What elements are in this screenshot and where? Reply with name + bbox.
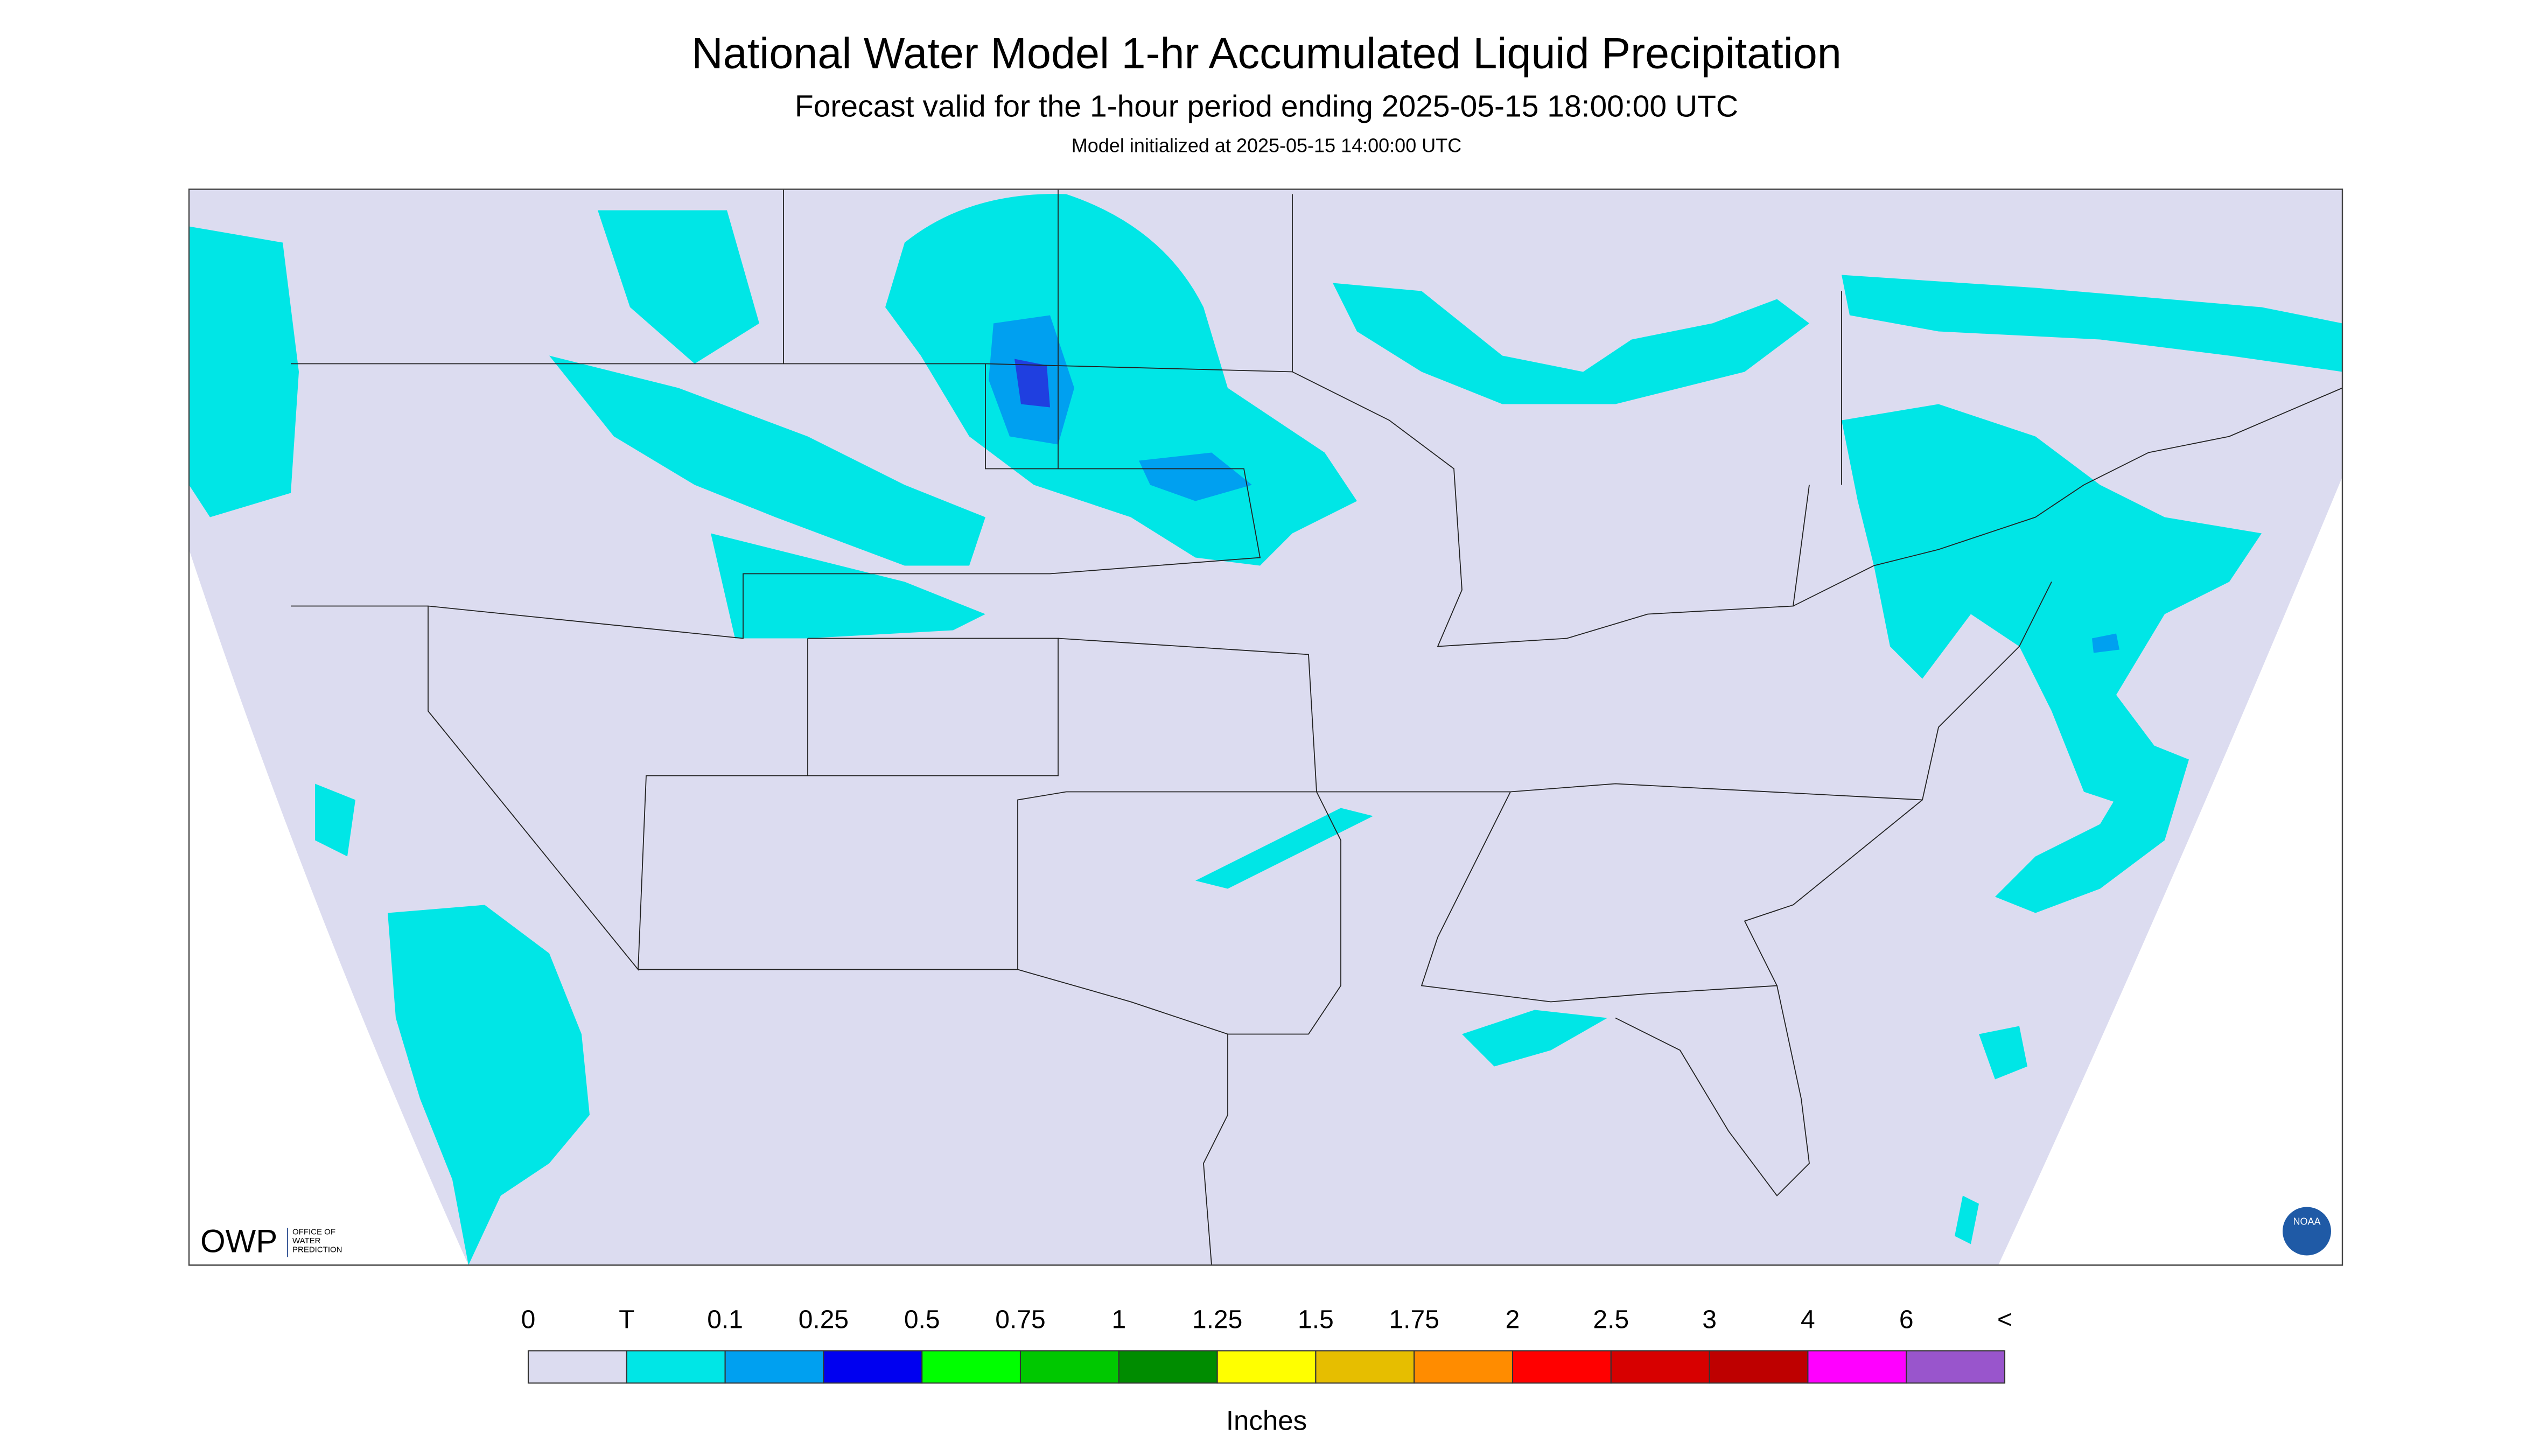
boundaries [291, 189, 2343, 1265]
legend-label: 1.25 [1192, 1306, 1242, 1334]
owp-subtext: OFFICE OF [292, 1228, 335, 1237]
legend-swatch [1315, 1350, 1415, 1384]
legend-swatch [1807, 1350, 1907, 1384]
legend-swatch [724, 1350, 824, 1384]
owp-logo: OWP [200, 1223, 277, 1259]
legend-label: 0.75 [995, 1306, 1045, 1334]
legend-label: 3 [1702, 1306, 1717, 1334]
legend-swatch [527, 1350, 627, 1384]
legend-swatch [626, 1350, 726, 1384]
noaa-logo-text: NOAA [2293, 1216, 2320, 1227]
legend-label: 2.5 [1593, 1306, 1629, 1334]
legend-label: 0 [521, 1306, 536, 1334]
legend-swatch [921, 1350, 1021, 1384]
owp-subtext: PREDICTION [292, 1245, 342, 1255]
legend-swatch [1906, 1350, 2006, 1384]
legend-label: 1.5 [1298, 1306, 1334, 1334]
map-frame [188, 188, 2343, 1266]
legend-swatch [823, 1350, 923, 1384]
legend-label: 0.1 [707, 1306, 743, 1334]
legend-label: 1.75 [1389, 1306, 1439, 1334]
legend-swatch [1512, 1350, 1612, 1384]
noaa-logo [2283, 1207, 2331, 1256]
owp-subtext: WATER [292, 1236, 321, 1245]
legend-swatch [1118, 1350, 1218, 1384]
legend-label: 0.5 [904, 1306, 940, 1334]
legend-swatch [1216, 1350, 1317, 1384]
legend-unit: Inches [1226, 1405, 1307, 1436]
title: National Water Model 1-hr Accumulated Li… [691, 30, 1842, 78]
legend-label: T [619, 1306, 634, 1334]
legend: 0 T 0.1 0.25 0.5 0.75 1 1.25 1.5 1.75 2 2.5 3 4 6 < [521, 1306, 2012, 1384]
init-time: Model initialized at 2025-05-15 14:00:00… [1072, 135, 1461, 157]
legend-label: 4 [1801, 1306, 1815, 1334]
legend-label: 1 [1111, 1306, 1126, 1334]
legend-label: < [1997, 1306, 2012, 1334]
legend-swatch [1610, 1350, 1710, 1384]
legend-label: 2 [1506, 1306, 1520, 1334]
legend-swatch [1019, 1350, 1119, 1384]
subtitle: Forecast valid for the 1-hour period end… [795, 89, 1738, 124]
legend-swatch [1709, 1350, 1809, 1384]
legend-swatch [1414, 1350, 1514, 1384]
legend-label: 6 [1899, 1306, 1914, 1334]
legend-label: 0.25 [799, 1306, 849, 1334]
precip-cells [189, 194, 2342, 1265]
